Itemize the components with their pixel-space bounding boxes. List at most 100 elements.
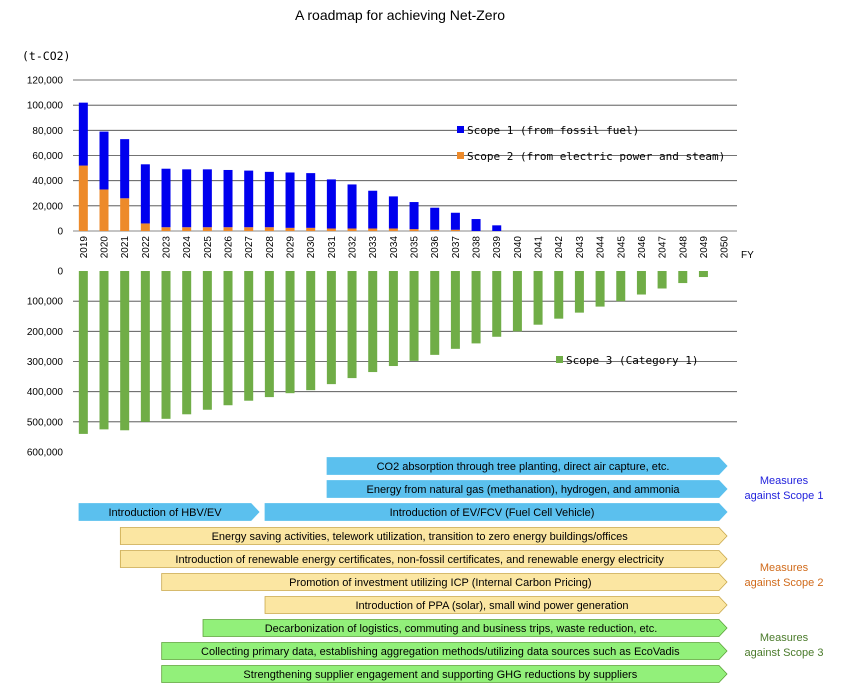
scope1-measure-2-text: Energy from natural gas (methanation), h… xyxy=(366,484,680,496)
lower-y-tick-label: 100,000 xyxy=(27,297,64,308)
bar-scope3-2022 xyxy=(140,271,150,422)
bar-scope3-2036 xyxy=(430,271,440,355)
lower-y-tick-label: 400,000 xyxy=(27,387,64,398)
scope3-measure-2-text: Collecting primary data, establishing ag… xyxy=(201,646,680,658)
year-label-2047: 2047 xyxy=(658,236,669,259)
year-label-2044: 2044 xyxy=(596,236,607,259)
scope2-measure-4-text: Introduction of PPA (solar), small wind … xyxy=(355,600,628,612)
year-label-2043: 2043 xyxy=(575,236,586,259)
year-label-2035: 2035 xyxy=(410,236,421,259)
upper-y-tick-label: 0 xyxy=(57,227,63,238)
bar-scope2-2020 xyxy=(99,189,109,231)
upper-bars xyxy=(78,102,502,231)
scope1-measure-3b-text: Introduction of EV/FCV (Fuel Cell Vehicl… xyxy=(390,507,595,519)
scope2-measure-2-text: Introduction of renewable energy certifi… xyxy=(175,554,664,566)
year-tick-labels: 2019 2020 2021 2022 2023 2024 2025 2026 2027 2028… xyxy=(79,236,731,259)
legend-swatch-scope3 xyxy=(556,356,563,363)
scope3-measure-3-arrow xyxy=(161,665,728,683)
scope1-measure-3b-arrow xyxy=(264,503,728,521)
upper-y-tick-label: 100,000 xyxy=(27,101,64,112)
year-label-2032: 2032 xyxy=(348,236,359,259)
scope3-measure-1-arrow xyxy=(202,619,728,637)
bar-scope1-2021 xyxy=(120,139,130,199)
year-label-2048: 2048 xyxy=(678,236,689,259)
bar-scope2-2023 xyxy=(161,227,171,231)
bar-scope1-2034 xyxy=(388,196,398,229)
bar-scope1-2022 xyxy=(140,164,150,224)
bar-scope3-2031 xyxy=(326,271,336,385)
bar-scope3-2027 xyxy=(244,271,254,401)
year-label-2036: 2036 xyxy=(430,236,441,259)
bar-scope3-2046 xyxy=(636,271,646,295)
bar-scope3-2020 xyxy=(99,271,109,430)
scope1-measure-1-text: CO2 absorption through tree planting, di… xyxy=(377,461,670,473)
bar-scope3-2037 xyxy=(450,271,460,349)
bar-scope2-2035 xyxy=(409,229,419,231)
year-label-2023: 2023 xyxy=(162,236,173,259)
bar-scope1-2025 xyxy=(202,169,212,228)
year-label-2025: 2025 xyxy=(203,236,214,259)
year-label-2022: 2022 xyxy=(141,236,152,259)
scope1-measure-3-arrow xyxy=(78,503,260,521)
bar-scope2-2021 xyxy=(120,198,130,231)
year-label-2041: 2041 xyxy=(534,236,545,259)
chart-title: A roadmap for achieving Net-Zero xyxy=(295,7,505,23)
bar-scope1-2039 xyxy=(492,225,502,231)
bar-scope3-2043 xyxy=(574,271,584,313)
bar-scope1-2030 xyxy=(306,173,316,228)
bar-scope2-2026 xyxy=(223,227,233,231)
bar-scope3-2038 xyxy=(471,271,481,344)
year-label-2037: 2037 xyxy=(451,236,462,259)
bar-scope3-2024 xyxy=(182,271,192,415)
bar-scope3-2026 xyxy=(223,271,233,406)
legend-scope1: Scope 1 (from fossil fuel) xyxy=(467,124,639,137)
bar-scope3-2040 xyxy=(512,271,522,332)
measure-labels: Measures against Scope 1 Measures against S… xyxy=(745,475,824,659)
legend-swatch-scope1 xyxy=(457,126,464,133)
bar-scope2-2033 xyxy=(368,228,378,231)
year-label-2039: 2039 xyxy=(492,236,503,259)
x-axis-label: FY xyxy=(741,250,754,261)
lower-y-tick-label: 300,000 xyxy=(27,357,64,368)
bar-scope1-2033 xyxy=(368,190,378,229)
year-label-2031: 2031 xyxy=(327,236,338,259)
bar-scope3-2041 xyxy=(533,271,543,325)
bar-scope2-2027 xyxy=(244,227,254,231)
year-label-2028: 2028 xyxy=(265,236,276,259)
year-label-2045: 2045 xyxy=(616,236,627,259)
scope1-measure-1-arrow xyxy=(326,457,728,475)
scope2-measure-3-text: Promotion of investment utilizing ICP (I… xyxy=(289,577,591,589)
bar-scope1-2023 xyxy=(161,168,171,228)
year-label-2046: 2046 xyxy=(637,236,648,259)
year-label-2040: 2040 xyxy=(513,236,524,259)
bar-scope2-2032 xyxy=(347,228,357,231)
bar-scope3-2033 xyxy=(368,271,378,373)
upper-y-tick-label: 40,000 xyxy=(32,176,63,187)
bar-scope1-2032 xyxy=(347,184,357,229)
scope2-measure-4-arrow xyxy=(264,596,728,614)
y-axis-unit-label: (t-CO2) xyxy=(22,49,70,63)
scope2-measure-3-arrow xyxy=(161,573,728,591)
bar-scope2-2029 xyxy=(285,227,295,231)
bar-scope3-2049 xyxy=(698,271,708,278)
bar-scope3-2039 xyxy=(492,271,502,337)
roadmap-arrows: CO2 absorption through tree planting, di… xyxy=(78,457,728,683)
bar-scope2-2019 xyxy=(78,165,88,231)
lower-y-tick-label: 600,000 xyxy=(27,448,64,459)
bar-scope3-2047 xyxy=(657,271,667,289)
bar-scope1-2038 xyxy=(471,219,481,231)
bar-scope3-2035 xyxy=(409,271,419,361)
year-label-2020: 2020 xyxy=(100,236,111,259)
year-label-2042: 2042 xyxy=(554,236,565,259)
bar-scope3-2044 xyxy=(595,271,605,307)
scope2-measure-2-arrow xyxy=(119,550,728,568)
bar-scope3-2042 xyxy=(554,271,564,319)
year-label-2019: 2019 xyxy=(79,236,90,259)
bar-scope3-2029 xyxy=(285,271,295,394)
year-label-2033: 2033 xyxy=(368,236,379,259)
upper-y-tick-label: 20,000 xyxy=(32,201,63,212)
lower-y-tick-label: 200,000 xyxy=(27,327,64,338)
bar-scope2-2028 xyxy=(264,227,274,231)
year-label-2021: 2021 xyxy=(120,236,131,259)
